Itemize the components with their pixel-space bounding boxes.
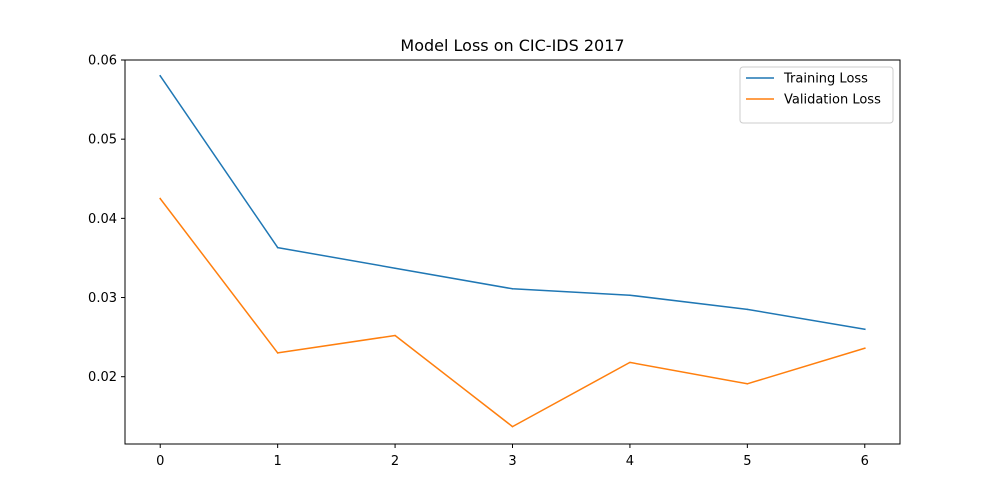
data-point: [511, 425, 514, 428]
x-tick-label: 2: [391, 454, 399, 469]
data-point: [276, 246, 279, 249]
x-tick-label: 6: [861, 454, 869, 469]
chart-title: Model Loss on CIC-IDS 2017: [400, 36, 624, 55]
legend-box: [739, 66, 894, 124]
y-tick-label: 0.06: [88, 54, 117, 69]
y-tick-label: 0.05: [88, 133, 117, 148]
x-tick-label: 1: [274, 454, 282, 469]
series-layer: [159, 74, 866, 428]
data-point: [511, 288, 514, 290]
y-tick-label: 0.04: [88, 212, 117, 227]
legend: Training Loss Validation Loss: [739, 66, 894, 124]
legend-label: Validation Loss: [784, 93, 881, 108]
x-tick-label: 0: [156, 454, 164, 469]
data-point: [159, 75, 161, 77]
y-tick-label: 0.03: [88, 291, 117, 306]
data-point: [159, 197, 161, 200]
x-axis: 0 1 2 3 4 5 6: [156, 444, 869, 469]
data-point: [629, 294, 631, 296]
y-axis: 0.02 0.03 0.04 0.05 0.06: [88, 54, 125, 385]
data-point: [276, 352, 279, 354]
legend-label: Training Loss: [783, 72, 868, 87]
x-tick-label: 5: [743, 454, 751, 469]
data-point: [394, 267, 396, 269]
data-point: [746, 383, 749, 385]
data-point: [629, 361, 631, 364]
data-point: [394, 334, 396, 337]
data-point: [864, 328, 866, 330]
y-tick-label: 0.02: [88, 370, 117, 385]
data-point: [746, 308, 749, 311]
data-point: [864, 347, 866, 349]
x-tick-label: 4: [626, 454, 634, 469]
x-tick-label: 3: [508, 454, 516, 469]
